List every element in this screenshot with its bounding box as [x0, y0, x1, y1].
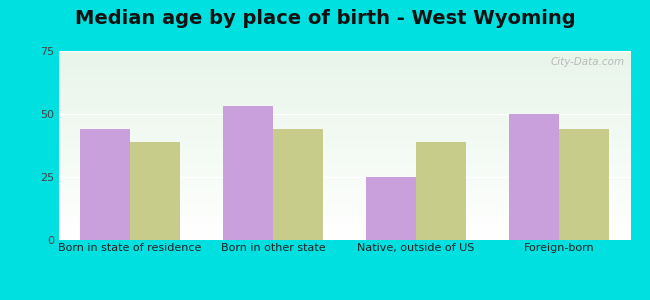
Text: Median age by place of birth - West Wyoming: Median age by place of birth - West Wyom… — [75, 9, 575, 28]
Bar — [559, 129, 609, 240]
Bar — [273, 129, 323, 240]
Bar — [509, 114, 559, 240]
Bar — [416, 142, 466, 240]
Bar — [223, 106, 273, 240]
Bar — [130, 142, 180, 240]
Text: City-Data.com: City-Data.com — [551, 57, 625, 67]
Bar — [80, 129, 130, 240]
Bar — [366, 177, 416, 240]
